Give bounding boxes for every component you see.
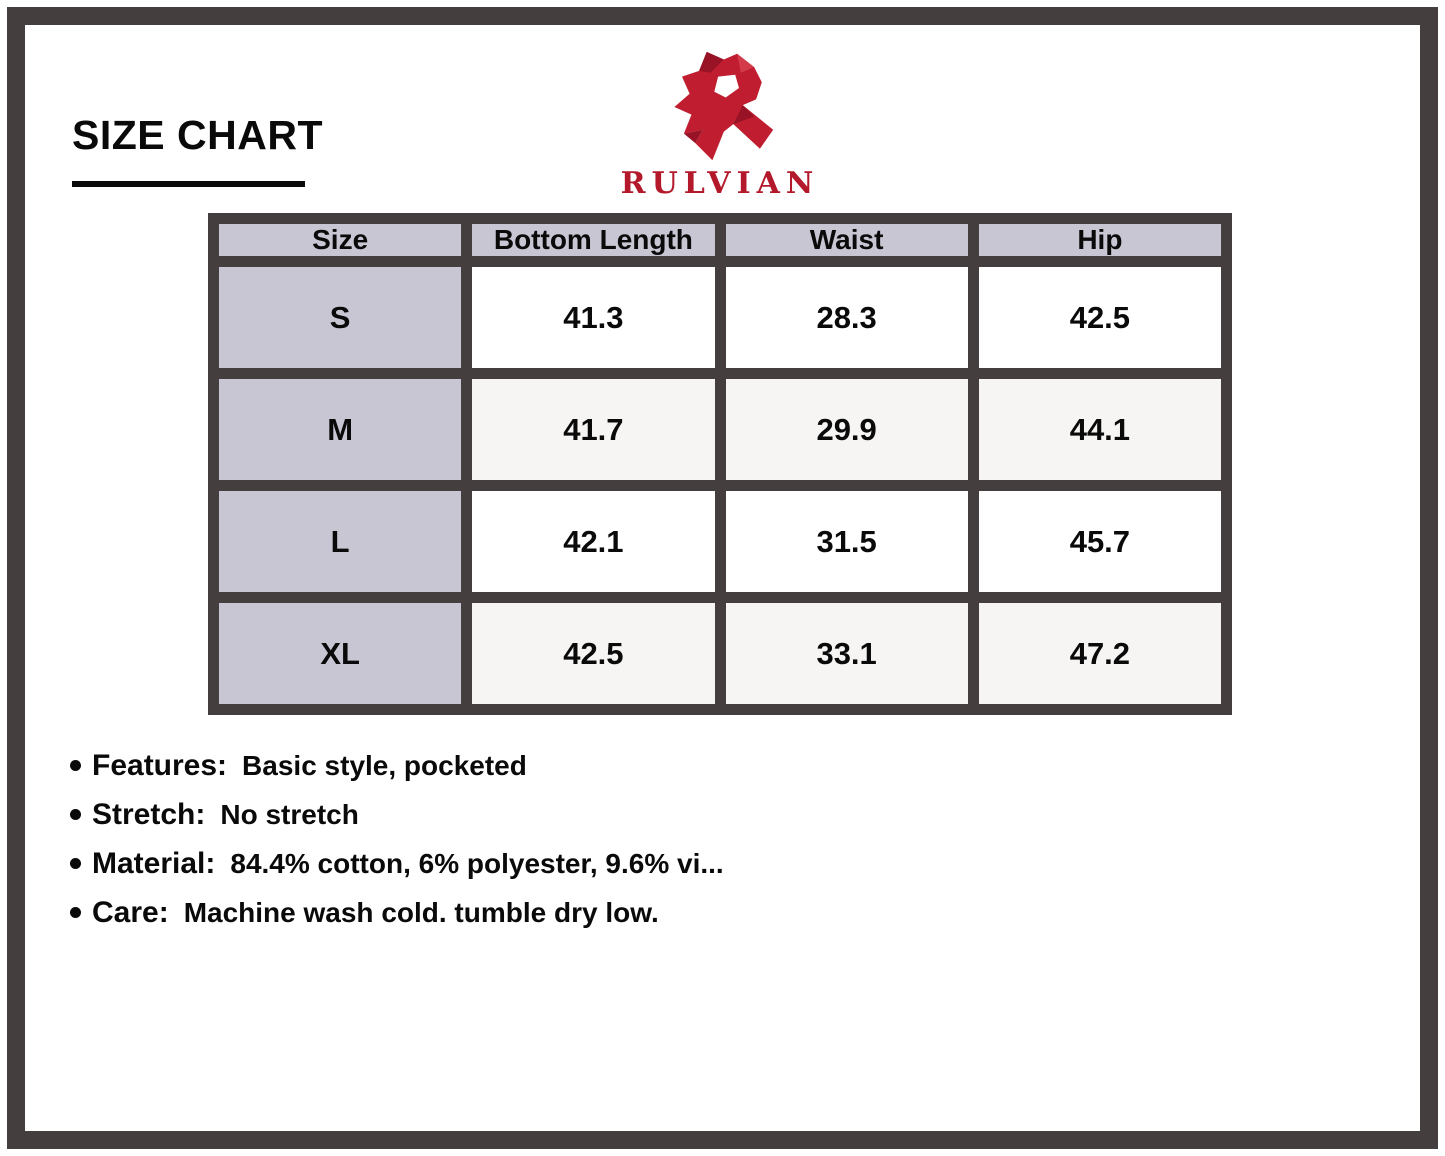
bullet-icon: [70, 858, 81, 869]
table-header-row: Size Bottom Length Waist Hip: [219, 224, 1221, 256]
size-label-cell: M: [219, 379, 462, 480]
detail-value: Machine wash cold. tumble dry low.: [183, 896, 659, 928]
table-row-xl: XL 42.5 33.1 47.2: [219, 603, 1221, 704]
detail-value: Basic style, pocketed: [242, 749, 527, 781]
detail-label: Material:: [92, 846, 216, 880]
detail-item-features: Features: Basic style, pocketed: [70, 748, 1350, 783]
page-title: SIZE CHART: [72, 112, 323, 158]
measurement-cell: 44.1: [978, 379, 1221, 480]
measurement-cell: 41.3: [472, 267, 715, 368]
detail-label: Stretch:: [92, 797, 206, 831]
detail-label: Features:: [92, 748, 228, 782]
size-label-cell: L: [219, 491, 462, 592]
title-underline: [72, 181, 305, 187]
measurement-cell: 42.5: [978, 267, 1221, 368]
column-header-size: Size: [219, 224, 462, 256]
size-chart-table: Size Bottom Length Waist Hip S 41.3 28.3 42.5 M…: [208, 213, 1232, 715]
measurement-cell: 29.9: [725, 379, 968, 480]
size-label-cell: S: [219, 267, 462, 368]
bullet-icon: [70, 809, 81, 820]
bullet-icon: [70, 760, 81, 771]
measurement-cell: 31.5: [725, 491, 968, 592]
detail-item-material: Material: 84.4% cotton, 6% polyester, 9.6…: [70, 846, 1350, 881]
measurement-cell: 47.2: [978, 603, 1221, 704]
detail-item-care: Care: Machine wash cold. tumble dry low.: [70, 895, 1350, 930]
column-header-bottom-length: Bottom Length: [472, 224, 715, 256]
bullet-icon: [70, 907, 81, 918]
measurement-cell: 42.1: [472, 491, 715, 592]
detail-label: Care:: [92, 895, 169, 929]
column-header-hip: Hip: [978, 224, 1221, 256]
measurement-cell: 33.1: [725, 603, 968, 704]
measurement-cell: 42.5: [472, 603, 715, 704]
table-row-m: M 41.7 29.9 44.1: [219, 379, 1221, 480]
brand-name: RULVIAN: [620, 166, 820, 201]
measurement-cell: 41.7: [472, 379, 715, 480]
detail-value: No stretch: [220, 798, 359, 830]
detail-value: 84.4% cotton, 6% polyester, 9.6% vi...: [230, 847, 724, 879]
brand-block: RULVIAN: [560, 50, 880, 201]
rulvian-logo-icon: [674, 51, 774, 161]
size-label-cell: XL: [219, 603, 462, 704]
table-row-s: S 41.3 28.3 42.5: [219, 267, 1221, 368]
details-list: Features: Basic style, pocketed Stretch: No…: [70, 748, 1350, 944]
measurement-cell: 28.3: [725, 267, 968, 368]
detail-item-stretch: Stretch: No stretch: [70, 797, 1350, 832]
column-header-waist: Waist: [725, 224, 968, 256]
table-row-l: L 42.1 31.5 45.7: [219, 491, 1221, 592]
measurement-cell: 45.7: [978, 491, 1221, 592]
